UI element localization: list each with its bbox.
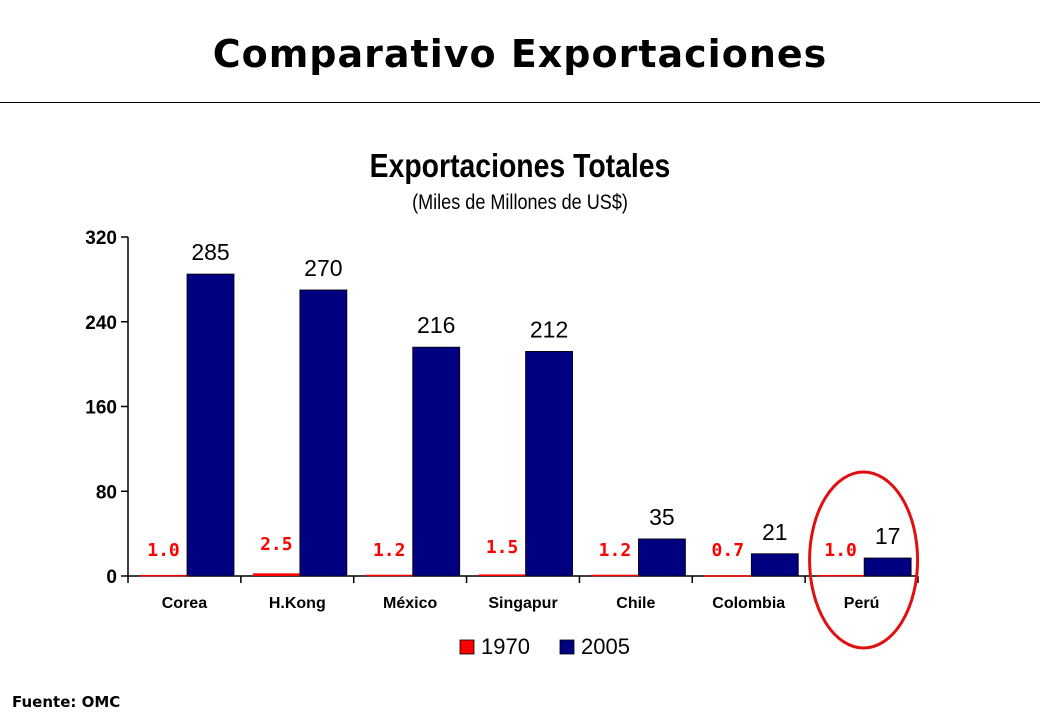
bar-2005: [412, 346, 461, 577]
bar-1970: [817, 574, 865, 577]
data-label-1970: 1.0: [824, 540, 857, 561]
y-tick-label: 160: [85, 398, 117, 419]
bar-2005: [186, 273, 235, 577]
bar-1970: [252, 573, 300, 576]
y-tick-label: 0: [106, 567, 117, 588]
bar-2005: [525, 351, 573, 577]
x-tick-label: Chile: [616, 595, 655, 612]
bar-1970: [591, 574, 639, 577]
x-tick-label: Corea: [162, 595, 207, 612]
legend-label-1970: 1970: [481, 634, 530, 659]
data-label-2005: 212: [530, 316, 568, 342]
chart-subtitle: (Miles de Millones de US$): [412, 191, 628, 214]
data-label-2005: 285: [191, 239, 229, 265]
x-tick-label: México: [383, 595, 437, 612]
data-label-1970: 1.2: [599, 540, 632, 561]
x-tick-label: H.Kong: [269, 595, 326, 612]
legend-label-2005: 2005: [581, 634, 630, 659]
data-label-2005: 216: [417, 312, 455, 338]
chart-title: Exportaciones Totales: [369, 147, 671, 184]
y-tick-label: 240: [85, 313, 117, 334]
data-label-2005: 17: [875, 523, 901, 549]
bar-2005: [863, 557, 912, 577]
legend-swatch-2005: [559, 639, 575, 655]
source-note: Fuente: OMC: [12, 693, 121, 711]
data-label-2005: 35: [649, 504, 675, 530]
highlight-ellipse: [808, 470, 920, 650]
bar-1970: [704, 575, 752, 577]
data-label-2005: 21: [762, 519, 788, 545]
legend-swatch-1970: [459, 639, 475, 655]
x-tick-label: Singapur: [488, 595, 557, 612]
y-tick-label: 80: [96, 482, 117, 503]
data-label-1970: 2.5: [260, 534, 293, 555]
bar-2005: [299, 289, 348, 577]
bar-2005: [750, 553, 799, 577]
bar-1970: [478, 574, 526, 576]
x-tick-label: Colombia: [712, 595, 785, 612]
x-tick-label: Perú: [844, 595, 880, 612]
data-label-1970: 1.0: [147, 540, 180, 561]
data-label-1970: 0.7: [712, 540, 745, 561]
data-label-1970: 1.5: [486, 537, 519, 558]
y-tick-label: 320: [85, 228, 117, 249]
title-divider: [0, 102, 1040, 103]
page-title: Comparativo Exportaciones: [212, 32, 828, 76]
data-label-2005: 270: [304, 255, 342, 281]
data-label-1970: 1.2: [373, 540, 406, 561]
bar-2005: [638, 538, 686, 577]
bar-1970: [140, 574, 187, 577]
bar-1970: [365, 574, 413, 577]
